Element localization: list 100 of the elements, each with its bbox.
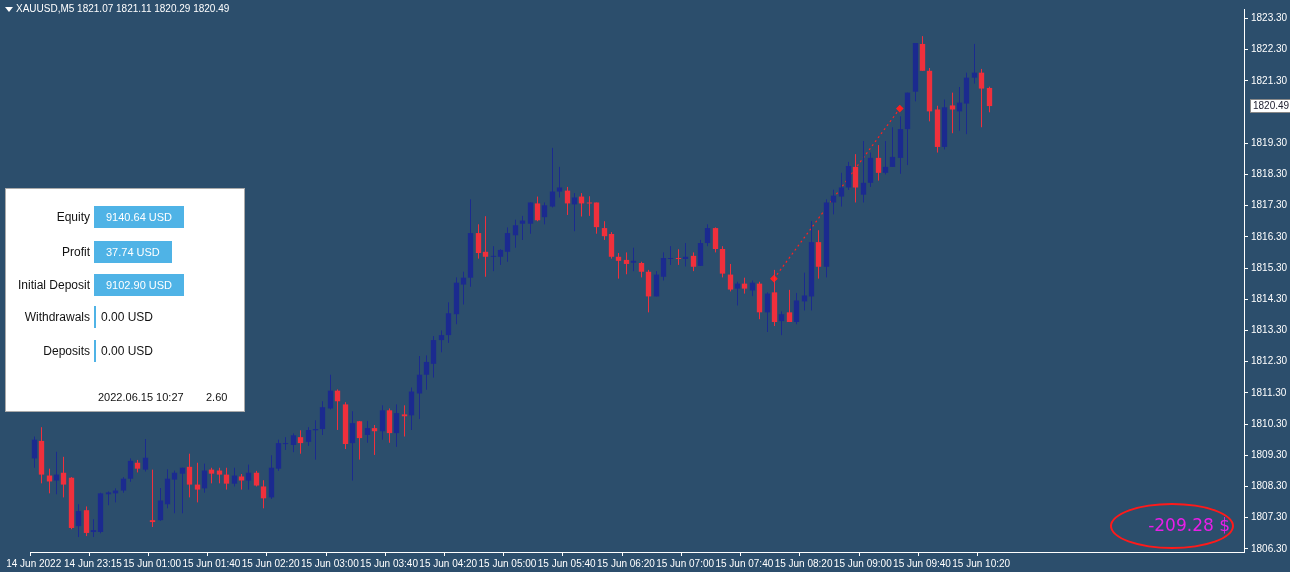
- candlestick: [401, 404, 408, 438]
- x-tick-label: 15 Jun 05:40: [537, 557, 597, 569]
- candlestick: [978, 68, 985, 128]
- x-tick-label: 15 Jun 05:00: [478, 557, 537, 569]
- annotation: -209.28 $: [1148, 515, 1230, 535]
- candlestick: [630, 247, 637, 272]
- y-tick-label: 1818.30: [1251, 168, 1288, 180]
- candlestick: [660, 251, 667, 281]
- y-tick-label: 1811.30: [1251, 386, 1287, 398]
- candlestick: [667, 245, 674, 266]
- candlestick: [149, 469, 156, 528]
- candlestick: [356, 420, 363, 461]
- candlestick: [697, 239, 704, 267]
- x-tick-label: 15 Jun 03:40: [360, 557, 419, 569]
- candlestick: [527, 201, 534, 235]
- candlestick: [75, 503, 82, 538]
- candlestick: [623, 251, 630, 275]
- candlestick: [971, 43, 978, 85]
- category-label: Withdrawals: [23, 310, 91, 324]
- x-tick-label: 15 Jun 04:20: [419, 557, 478, 569]
- candlestick: [31, 436, 38, 469]
- text: 1820.49: [1250, 99, 1290, 114]
- x-tick-label: 15 Jun 01:40: [182, 557, 241, 569]
- x-tick-label: 14 Jun 2022: [6, 557, 62, 569]
- y-tick-label: 1807.30: [1251, 511, 1288, 523]
- candlestick: [364, 420, 371, 444]
- candlestick: [764, 291, 771, 333]
- candlestick: [778, 310, 785, 336]
- candlestick: [438, 329, 445, 353]
- candlestick: [297, 429, 304, 455]
- y-tick-label: 1821.30: [1251, 74, 1288, 86]
- y-tick-label: 1817.30: [1251, 199, 1288, 211]
- candlestick: [445, 301, 452, 344]
- y-tick-label: 1812.30: [1251, 355, 1288, 367]
- candlestick: [615, 252, 622, 280]
- candlestick: [986, 86, 993, 113]
- candlestick: [53, 451, 60, 495]
- y-tick-label: 1813.30: [1251, 324, 1288, 336]
- candlestick: [608, 231, 615, 260]
- category-label: Profit: [61, 245, 91, 259]
- candlestick: [727, 263, 734, 292]
- candlestick: [482, 215, 489, 278]
- y-tick-label: 1808.30: [1251, 480, 1288, 492]
- candlestick: [349, 410, 356, 482]
- candlestick: [393, 403, 400, 448]
- candlestick: [386, 407, 393, 444]
- x-tick-label: 15 Jun 03:00: [300, 557, 360, 569]
- x-tick-label: 14 Jun 23:15: [64, 557, 123, 569]
- chart-title: XAUUSD,M5 1821.07 1821.11 1820.29 1820.49: [16, 3, 230, 14]
- candlestick: [460, 271, 467, 306]
- candlestick: [889, 126, 896, 168]
- candlestick: [793, 292, 800, 325]
- candlestick: [260, 479, 267, 509]
- y-tick-label: 1816.30: [1251, 230, 1288, 242]
- candlestick: [653, 270, 660, 297]
- y-tick-label: 1819.30: [1251, 136, 1288, 148]
- candlestick: [801, 272, 808, 311]
- category-label: Deposits: [42, 344, 91, 358]
- candlestick: [194, 462, 201, 503]
- candlestick: [282, 436, 289, 451]
- candlestick: [586, 195, 593, 217]
- candlestick: [157, 487, 164, 522]
- candlestick: [875, 144, 882, 182]
- candlestick: [379, 404, 386, 441]
- y-tick-label: 1810.30: [1251, 417, 1288, 429]
- x-tick-label: 15 Jun 02:20: [241, 557, 300, 569]
- candlestick: [408, 387, 415, 431]
- annotation: 2.60: [206, 391, 228, 403]
- candlestick: [83, 505, 90, 537]
- candlestick: [245, 464, 252, 491]
- y-tick-label: 1809.30: [1251, 449, 1288, 461]
- text: 0.00 USD: [101, 344, 154, 358]
- x-tick-label: 15 Jun 07:00: [656, 557, 715, 569]
- candlestick: [541, 201, 548, 225]
- category-label: Initial Deposit: [16, 278, 91, 292]
- candlestick: [690, 251, 697, 272]
- text: 9102.90 USD: [106, 279, 173, 291]
- x-tick-label: 15 Jun 07:40: [715, 557, 774, 569]
- candlestick: [534, 196, 541, 222]
- candlestick: [571, 192, 578, 232]
- candlestick: [186, 453, 193, 498]
- candlestick: [430, 335, 437, 379]
- candlestick: [949, 92, 956, 134]
- candlestick: [549, 147, 556, 208]
- candlestick: [416, 355, 423, 420]
- x-tick-label: 15 Jun 09:40: [893, 557, 952, 569]
- candlestick: [231, 467, 238, 487]
- y-tick-label: 1822.30: [1251, 43, 1288, 55]
- candlestick: [475, 223, 482, 260]
- x-tick-label: 15 Jun 09:00: [833, 557, 893, 569]
- x-tick-label: 15 Jun 08:20: [774, 557, 833, 569]
- candlestick: [423, 354, 430, 391]
- text: 9140.64 USD: [106, 211, 173, 223]
- candlestick: [675, 248, 682, 266]
- candlestick: [860, 140, 867, 203]
- candlestick: [319, 400, 326, 436]
- x-tick-label: 15 Jun 10:20: [952, 557, 1011, 569]
- candlestick: [179, 467, 186, 514]
- candlestick: [712, 226, 719, 253]
- candlestick: [556, 166, 563, 198]
